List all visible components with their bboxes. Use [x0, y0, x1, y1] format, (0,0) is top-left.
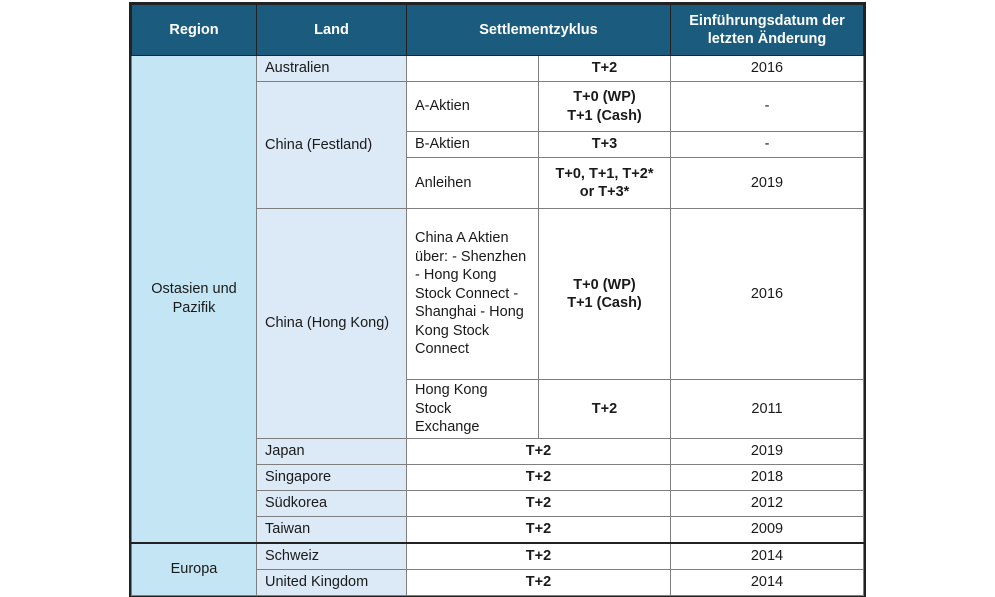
land-cell: United Kingdom — [256, 569, 407, 596]
land-cell: China (Festland) — [256, 81, 407, 209]
date-cell: 2019 — [670, 157, 864, 209]
table-row: B-Aktien T+3 - — [132, 131, 864, 158]
table-row: China (Hong Kong) China A Aktien über: -… — [132, 208, 864, 439]
cycle-cell: T+0 (WP) T+1 (Cash) — [538, 81, 671, 132]
date-cell: 2016 — [670, 55, 864, 82]
cycle-cell: T+2 — [406, 464, 671, 491]
land-cell: Taiwan — [256, 516, 407, 543]
date-cell: 2014 — [670, 541, 864, 570]
header-land: Land — [256, 4, 407, 56]
cycle-cell: T+2 — [406, 490, 671, 517]
settlement-table: Region Land Settlementzyklus Einführungs… — [129, 2, 866, 597]
header-cycle: Settlementzyklus — [406, 4, 671, 56]
header-region: Region — [131, 4, 257, 56]
table-row: Ostasien und Pazifik Australien T+2 2016 — [131, 55, 864, 543]
sub-cell — [406, 55, 539, 82]
date-cell: 2011 — [670, 379, 864, 439]
land-cell: Australien — [256, 55, 407, 82]
cycle-cell: T+2 — [406, 516, 671, 543]
header-date: Einführungsdatum der letzten Änderung — [670, 4, 864, 56]
sub-cell: B-Aktien — [406, 131, 539, 158]
table-row: Europa Schweiz T+2 2014 — [131, 541, 864, 596]
date-cell: - — [670, 81, 864, 132]
cycle-line: T+0, T+1, T+2* — [555, 165, 654, 182]
date-cell: 2018 — [670, 464, 864, 491]
cycle-line: or T+3* — [579, 184, 630, 200]
region-asia: Ostasien und Pazifik — [131, 55, 257, 543]
land-cell: Schweiz — [256, 541, 407, 570]
date-cell: 2012 — [670, 490, 864, 517]
date-cell: 2014 — [670, 569, 864, 596]
cycle-cell: T+0 (WP) T+1 (Cash) — [538, 208, 671, 380]
cycle-cell: T+2 — [538, 55, 671, 82]
table-row: United Kingdom T+2 2014 — [132, 569, 864, 596]
table-row: China (Festland) A-Aktien T+0 (WP) T+1 (C… — [132, 81, 864, 209]
cycle-line: T+1 (Cash) — [567, 295, 642, 311]
cycle-cell: T+2 — [406, 541, 671, 570]
sub-cell: China A Aktien über: - Shenzhen - Hong K… — [406, 208, 539, 380]
land-cell: Japan — [256, 438, 407, 465]
table-row: Taiwan T+2 2009 — [132, 516, 864, 543]
cycle-cell: T+0, T+1, T+2* or T+3* — [538, 157, 671, 209]
date-cell: - — [670, 131, 864, 158]
cycle-cell: T+2 — [538, 379, 671, 439]
date-cell: 2019 — [670, 438, 864, 465]
sub-cell: A-Aktien — [406, 81, 539, 132]
land-cell: China (Hong Kong) — [256, 208, 407, 439]
cycle-cell: T+2 — [406, 569, 671, 596]
date-cell: 2016 — [670, 208, 864, 380]
header-row: Region Land Settlementzyklus Einführungs… — [131, 4, 864, 56]
region-europe: Europa — [131, 541, 257, 596]
cycle-cell: T+2 — [406, 438, 671, 465]
sub-cell: Hong Kong Stock Exchange — [406, 379, 539, 439]
cycle-line: T+1 (Cash) — [567, 107, 642, 124]
cycle-line: T+0 (WP) — [573, 89, 636, 105]
land-cell: Südkorea — [256, 490, 407, 517]
date-cell: 2009 — [670, 516, 864, 543]
cycle-line: T+0 (WP) — [573, 276, 636, 293]
table-row: Japan T+2 2019 — [132, 438, 864, 465]
sub-cell: Anleihen — [406, 157, 539, 209]
land-cell: Singapore — [256, 464, 407, 491]
cycle-cell: T+3 — [538, 131, 671, 158]
